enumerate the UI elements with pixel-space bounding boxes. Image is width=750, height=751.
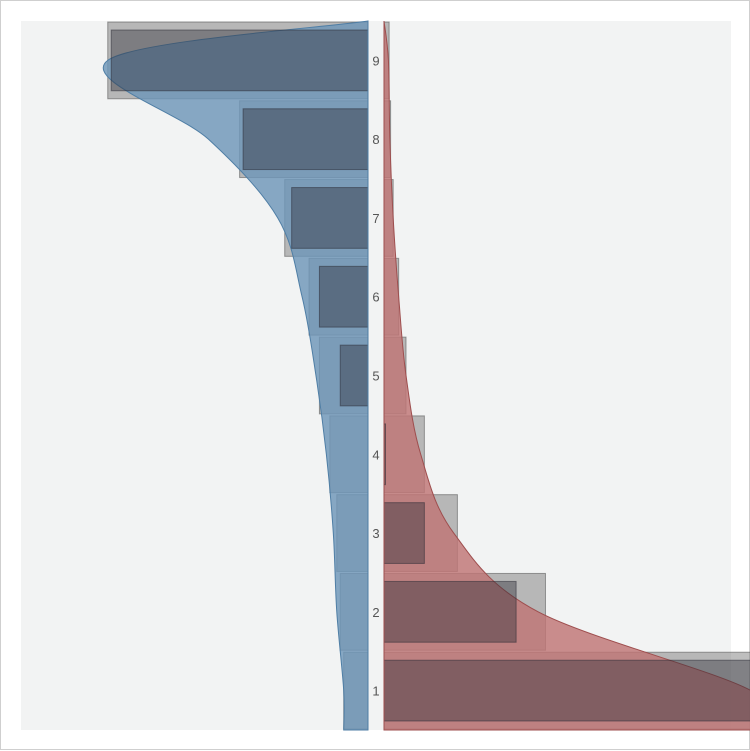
- left-inner-bar-6: [318, 265, 369, 328]
- right-inner-bar-1: [383, 659, 750, 722]
- tick-label-3: 3: [372, 526, 379, 541]
- tick-label-7: 7: [372, 211, 379, 226]
- left-inner-bar-8: [242, 108, 369, 171]
- tick-label-9: 9: [372, 53, 379, 68]
- left-inner-bar-5: [339, 344, 369, 407]
- tick-label-5: 5: [372, 369, 379, 384]
- tick-label-2: 2: [372, 605, 379, 620]
- density-curves-layer: [102, 20, 750, 731]
- left-inner-bar-7: [291, 187, 369, 249]
- right-density-curve: [383, 20, 750, 731]
- right-inner-bar-3: [383, 502, 425, 564]
- tick-label-6: 6: [372, 290, 379, 305]
- left-density-curve: [102, 20, 369, 731]
- left-inner-bar-9: [110, 29, 369, 92]
- plot-background: [21, 21, 731, 730]
- tick-label-1: 1: [372, 684, 379, 699]
- inner-bars-layer: [110, 29, 750, 722]
- right-inner-bar-2: [383, 580, 517, 643]
- tick-label-8: 8: [372, 132, 379, 147]
- tick-labels-layer: 1 2 3 4 5 6 7 8 9: [367, 21, 385, 730]
- tick-label-4: 4: [372, 447, 379, 462]
